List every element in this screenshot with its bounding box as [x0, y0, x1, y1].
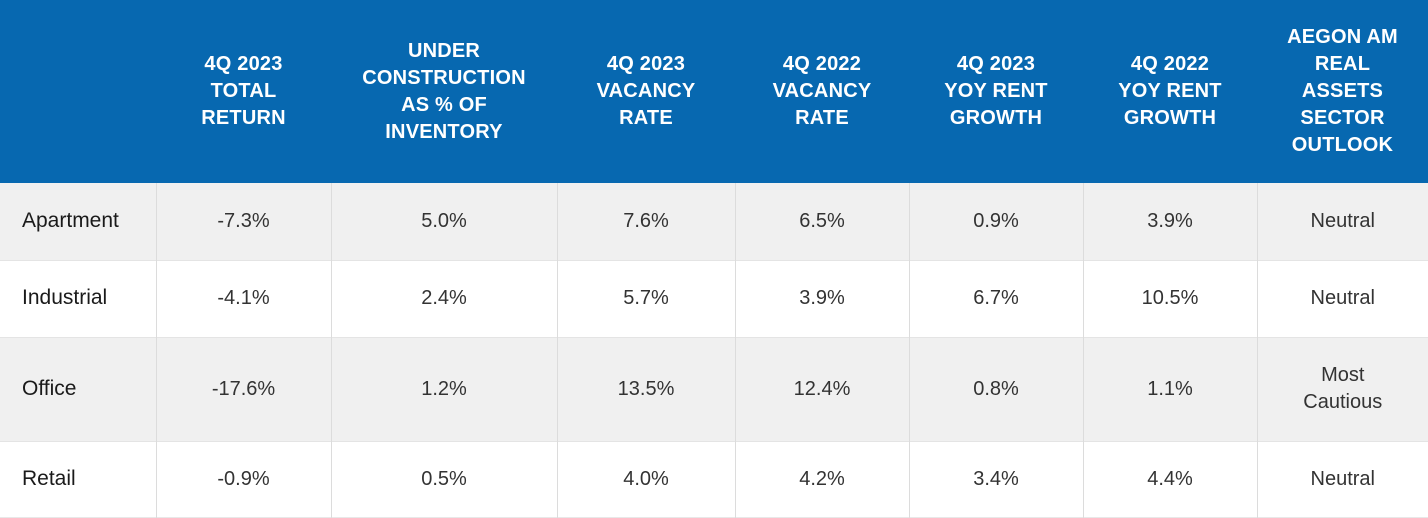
table-cell: 3.9%	[1082, 183, 1257, 260]
table-header: 4Q 2023 TOTAL RETURN UNDER CONSTRUCTION …	[0, 0, 1428, 183]
table-cell: 0.8%	[908, 336, 1083, 441]
row-label: Retail	[0, 440, 156, 517]
table-cell: -17.6%	[155, 336, 331, 441]
table-cell: 6.5%	[734, 183, 909, 260]
row-label: Office	[0, 336, 156, 441]
table-cell: 5.7%	[556, 259, 735, 337]
table-cell: Neutral	[1256, 259, 1428, 337]
column-header-vacancy-rate-4q2023: 4Q 2023 VACANCY RATE	[557, 0, 735, 183]
row-label: Industrial	[0, 259, 156, 337]
table-cell: 3.9%	[734, 259, 909, 337]
table-cell: 13.5%	[556, 336, 735, 441]
table-row-industrial: Industrial -4.1% 2.4% 5.7% 3.9% 6.7% 10.…	[0, 259, 1428, 337]
table-body: Apartment -7.3% 5.0% 7.6% 6.5% 0.9% 3.9%…	[0, 183, 1428, 517]
column-header-total-return-4q2023: 4Q 2023 TOTAL RETURN	[156, 0, 331, 183]
table-cell: Most Cautious	[1256, 336, 1428, 441]
table-row-retail: Retail -0.9% 0.5% 4.0% 4.2% 3.4% 4.4% Ne…	[0, 440, 1428, 517]
table-cell: 3.4%	[908, 440, 1083, 517]
column-header-sector	[0, 0, 156, 183]
table-cell: 1.1%	[1082, 336, 1257, 441]
table-cell: 1.2%	[330, 336, 557, 441]
table-cell: 6.7%	[908, 259, 1083, 337]
table-cell: Neutral	[1256, 183, 1428, 260]
table-cell: 5.0%	[330, 183, 557, 260]
column-header-yoy-rent-growth-4q2022: 4Q 2022 YOY RENT GROWTH	[1083, 0, 1257, 183]
table-cell: -7.3%	[155, 183, 331, 260]
table-cell: 0.9%	[908, 183, 1083, 260]
column-header-under-construction: UNDER CONSTRUCTION AS % OF INVENTORY	[331, 0, 557, 183]
row-label: Apartment	[0, 183, 156, 260]
table-cell: 10.5%	[1082, 259, 1257, 337]
table-cell: Neutral	[1256, 440, 1428, 517]
table-cell: 12.4%	[734, 336, 909, 441]
column-header-yoy-rent-growth-4q2023: 4Q 2023 YOY RENT GROWTH	[909, 0, 1083, 183]
table-cell: -0.9%	[155, 440, 331, 517]
column-header-vacancy-rate-4q2022: 4Q 2022 VACANCY RATE	[735, 0, 909, 183]
column-header-sector-outlook: AEGON AM REAL ASSETS SECTOR OUTLOOK	[1257, 0, 1428, 183]
table-row-office: Office -17.6% 1.2% 13.5% 12.4% 0.8% 1.1%…	[0, 336, 1428, 441]
table-cell: 7.6%	[556, 183, 735, 260]
table-row-apartment: Apartment -7.3% 5.0% 7.6% 6.5% 0.9% 3.9%…	[0, 183, 1428, 260]
table-cell: 2.4%	[330, 259, 557, 337]
table-cell: 4.0%	[556, 440, 735, 517]
header-row: 4Q 2023 TOTAL RETURN UNDER CONSTRUCTION …	[0, 0, 1428, 183]
table-cell: 4.4%	[1082, 440, 1257, 517]
table-cell: -4.1%	[155, 259, 331, 337]
table-cell: 4.2%	[734, 440, 909, 517]
table-cell: 0.5%	[330, 440, 557, 517]
